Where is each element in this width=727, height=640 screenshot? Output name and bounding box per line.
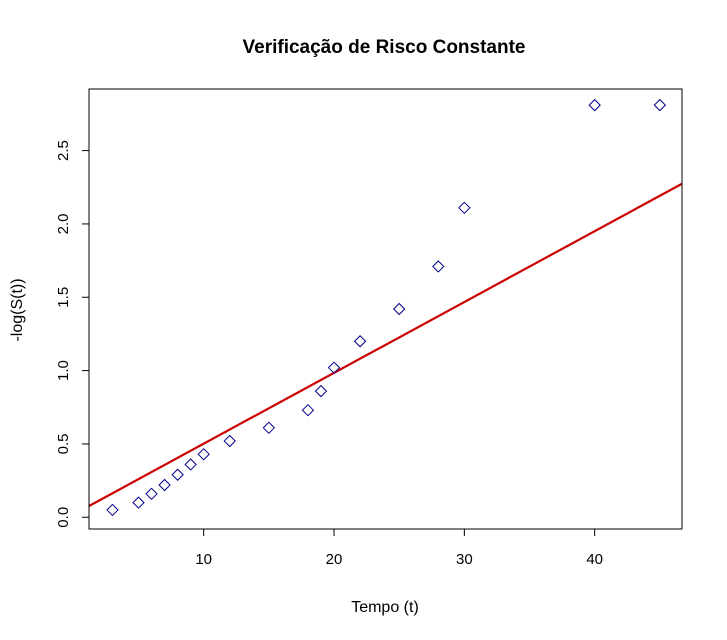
fit-line-layer xyxy=(89,182,682,508)
fit-line xyxy=(89,182,682,508)
data-point xyxy=(458,201,471,215)
x-tick-label: 30 xyxy=(456,551,473,568)
data-point xyxy=(301,403,315,417)
x-tick-label: 10 xyxy=(195,551,212,568)
chart-title: Verificação de Risco Constante xyxy=(243,37,526,58)
data-point xyxy=(314,384,328,398)
y-axis-label: -log(S(t)) xyxy=(9,278,26,341)
data-point xyxy=(392,302,406,316)
data-point xyxy=(171,468,184,481)
data-point xyxy=(353,335,367,348)
data-point xyxy=(262,421,276,435)
data-point xyxy=(327,361,341,374)
y-tick-label: 0.5 xyxy=(55,434,72,455)
x-axis-label: Tempo (t) xyxy=(351,599,419,616)
data-point xyxy=(158,478,171,492)
points-layer xyxy=(106,98,667,517)
y-tick-label: 2.5 xyxy=(55,140,72,161)
data-point xyxy=(132,496,145,509)
x-tick-label: 20 xyxy=(326,551,343,568)
y-axis: 0.0 0.5 1.0 1.5 2.0 2.5 xyxy=(55,140,90,528)
x-tick-label: 40 xyxy=(586,551,603,568)
plot-frame xyxy=(88,88,683,530)
data-point xyxy=(184,458,197,471)
x-axis: 10 20 30 40 xyxy=(195,528,603,568)
data-point xyxy=(197,447,210,461)
data-point xyxy=(145,487,158,501)
data-point xyxy=(223,434,236,448)
y-tick-label: 1.5 xyxy=(55,287,72,308)
y-tick-label: 2.0 xyxy=(55,214,72,235)
y-tick-label: 0.0 xyxy=(55,507,72,528)
data-point xyxy=(432,260,445,273)
data-point xyxy=(653,98,667,112)
y-tick-label: 1.0 xyxy=(55,360,72,381)
data-point xyxy=(106,503,119,517)
data-point xyxy=(588,98,601,112)
